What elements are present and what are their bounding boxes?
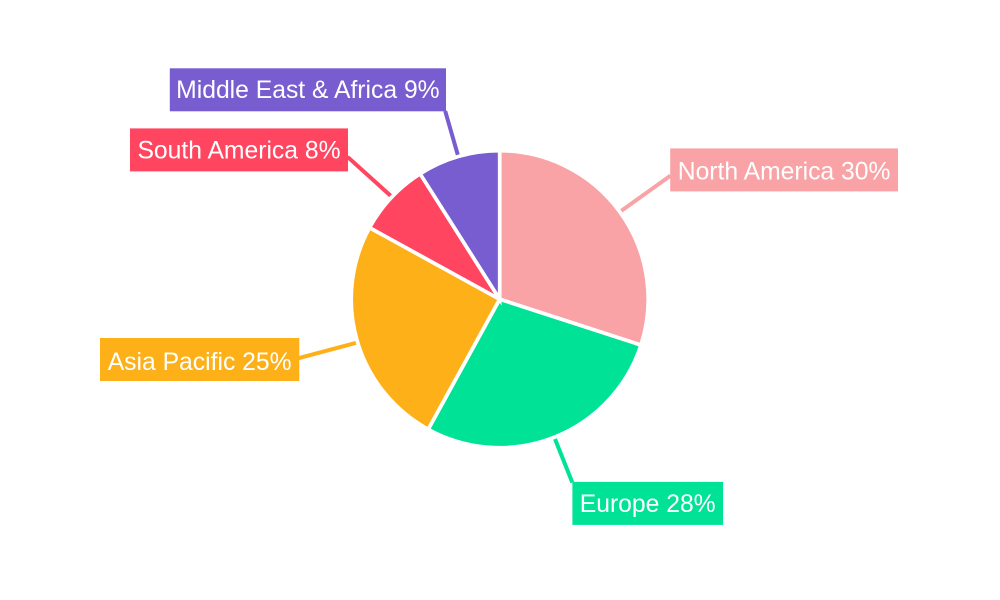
svg-text:Asia Pacific 25%: Asia Pacific 25%	[108, 349, 292, 376]
svg-text:South America 8%: South America 8%	[137, 138, 340, 165]
svg-text:Middle East & Africa 9%: Middle East & Africa 9%	[176, 77, 439, 104]
svg-text:North America 30%: North America 30%	[678, 159, 891, 186]
svg-text:Europe 28%: Europe 28%	[580, 491, 716, 518]
